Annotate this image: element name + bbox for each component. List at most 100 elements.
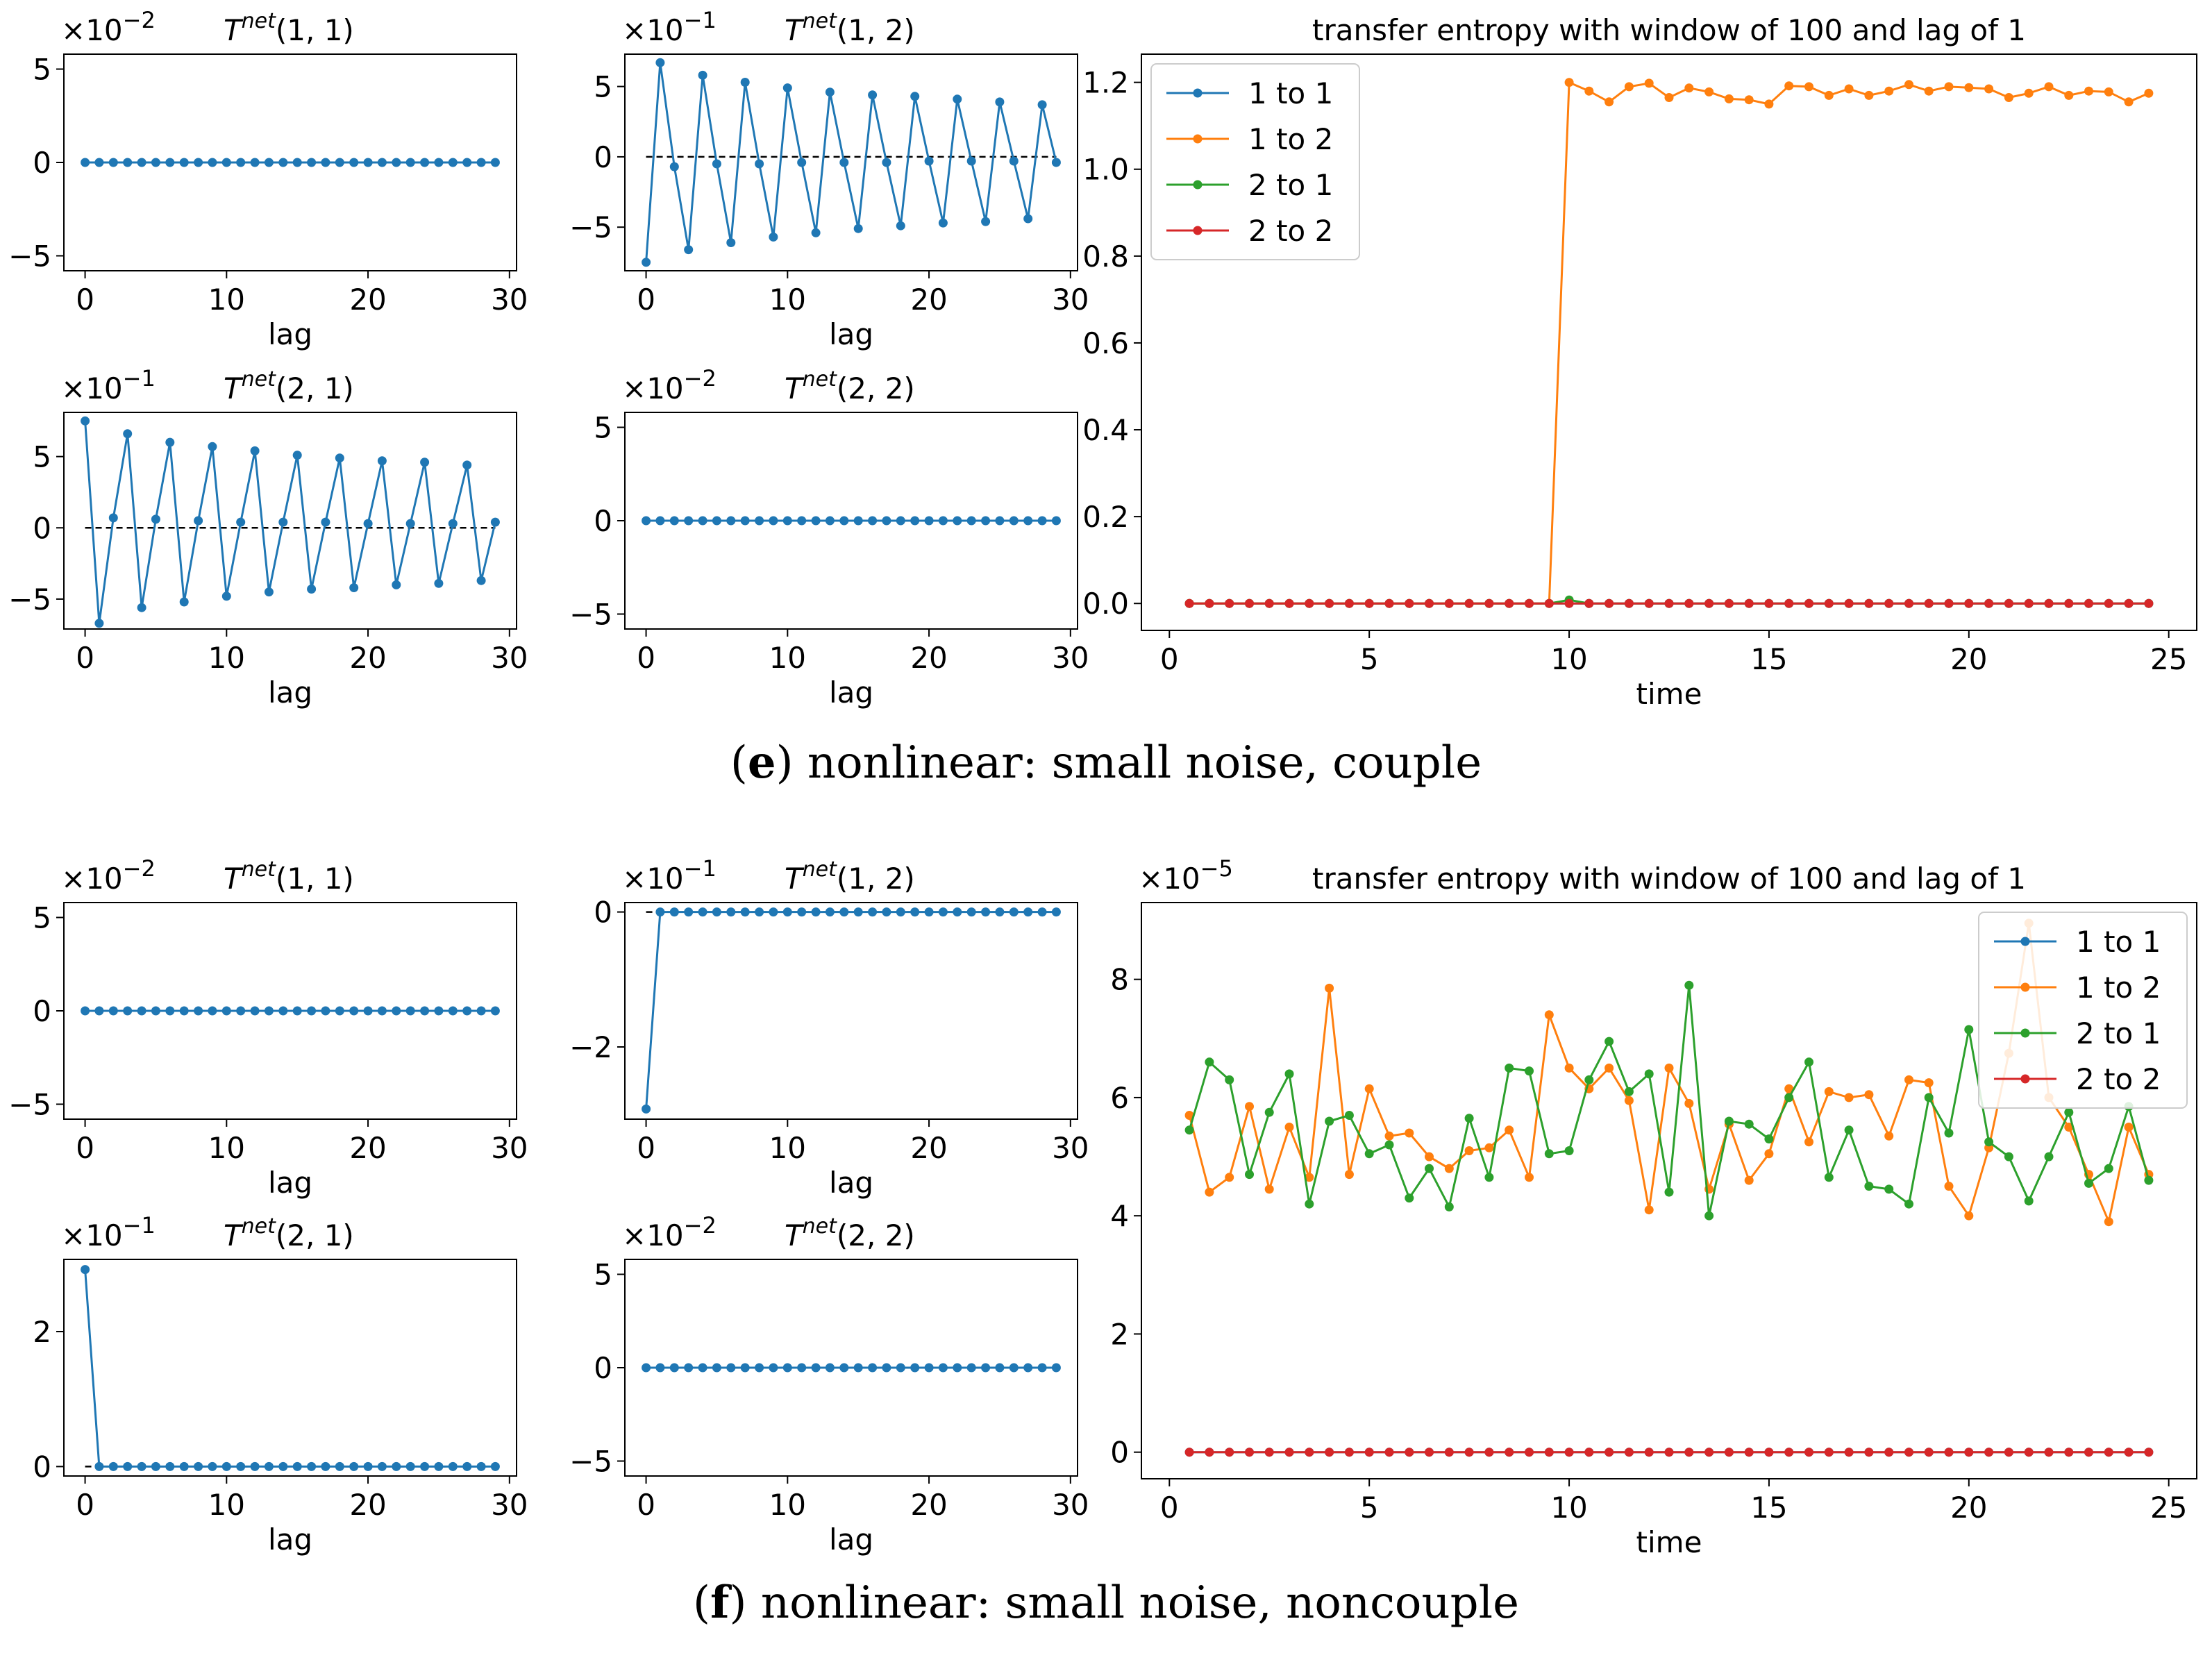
chart-f-te: 0 5 10 15 20 25 0 2 4 6 8 time ×10−5 transfer entropy…: [1110, 855, 2197, 1559]
data-point: [655, 58, 665, 67]
caption-open-paren: (: [693, 1577, 710, 1629]
data-point: [924, 156, 934, 166]
data-point: [1824, 1448, 1834, 1457]
data-point: [938, 218, 948, 228]
series-t-1-2-: [642, 58, 1061, 267]
x-tick-label: 10: [208, 1131, 245, 1165]
data-point: [1764, 99, 1774, 109]
data-point: [434, 578, 444, 588]
x-tick-label: 0: [637, 1488, 655, 1522]
data-point: [1864, 1182, 1874, 1191]
y-tick-label: 0.2: [1082, 500, 1129, 534]
data-point: [448, 1006, 458, 1016]
data-point: [2144, 1175, 2154, 1185]
data-point: [1684, 1448, 1694, 1457]
data-point: [1884, 86, 1894, 96]
data-point: [797, 158, 807, 167]
data-point: [94, 158, 104, 167]
data-point: [740, 1363, 750, 1373]
series-t-1-1-: [81, 1006, 500, 1016]
data-point: [839, 907, 849, 917]
data-point: [448, 519, 458, 528]
data-point: [250, 1461, 260, 1471]
axis-multiplier: ×10−2: [61, 855, 156, 896]
x-axis-label: lag: [829, 676, 873, 710]
data-point: [1284, 598, 1294, 608]
data-point: [278, 1461, 288, 1471]
title-symbol: T: [224, 371, 244, 405]
data-point: [1584, 598, 1594, 608]
multiplier-base: ×10: [622, 1218, 684, 1252]
data-point: [335, 453, 344, 463]
y-tick-label: 0: [33, 146, 51, 180]
data-point: [94, 1461, 104, 1471]
data-point: [1051, 516, 1061, 526]
multiplier-base: ×10: [622, 371, 684, 405]
multiplier-exponent: −2: [684, 365, 717, 392]
data-point: [1051, 1363, 1061, 1373]
data-point: [2044, 82, 2054, 92]
data-point: [1664, 1448, 1674, 1457]
series-line: [645, 911, 1057, 1109]
data-point: [1425, 598, 1434, 608]
data-point: [377, 1006, 387, 1016]
data-point: [1425, 1152, 1434, 1161]
data-point: [698, 516, 707, 526]
data-point: [1484, 598, 1494, 608]
data-point: [1964, 1211, 1974, 1221]
data-point: [1864, 1448, 1874, 1457]
data-point: [1844, 598, 1854, 608]
data-point: [1305, 1199, 1314, 1209]
multiplier-base: ×10: [61, 1218, 123, 1252]
x-tick-label: 30: [1052, 1488, 1089, 1522]
data-point: [1704, 87, 1714, 97]
legend-label: 1 to 2: [1248, 122, 1333, 156]
x-tick-label: 10: [1550, 642, 1587, 676]
data-point: [896, 221, 905, 230]
data-point: [377, 158, 387, 167]
data-point: [377, 1461, 387, 1471]
chart-title: Tnet(1, 1): [224, 857, 354, 896]
data-point: [1023, 907, 1033, 917]
data-point: [1844, 1125, 1854, 1135]
data-point: [769, 907, 778, 917]
series-t-2-1-: [81, 416, 500, 628]
data-point: [1644, 1448, 1654, 1457]
data-point: [2044, 1152, 2054, 1161]
title-symbol: T: [785, 13, 805, 47]
data-point: [1844, 1448, 1854, 1457]
data-point: [1464, 1146, 1474, 1155]
chart-e-11: 0 10 20 30 −5 0 5 lag ×10−2 Tnet(1, 1): [8, 7, 528, 351]
figure-caption: (e) nonlinear: small noise, couple: [730, 737, 1482, 789]
data-point: [1964, 1448, 1974, 1457]
legend-label: 1 to 2: [2076, 971, 2161, 1005]
x-tick-label: 20: [910, 1488, 947, 1522]
data-point: [1704, 1448, 1714, 1457]
series-2-to-2: [1184, 1448, 2154, 1457]
legend-box: [1978, 912, 2188, 1109]
data-point: [137, 1461, 146, 1471]
data-point: [797, 907, 807, 917]
data-point: [349, 1006, 359, 1016]
data-point: [1744, 95, 1754, 105]
x-tick-label: 10: [208, 283, 245, 317]
data-point: [1264, 1448, 1274, 1457]
data-point: [2124, 97, 2134, 107]
y-tick-label: 5: [594, 411, 612, 445]
data-point: [349, 158, 359, 167]
data-point: [434, 1006, 444, 1016]
legend: 1 to 1 1 to 2 2 to 1 2 to 2: [1150, 63, 1360, 260]
data-point: [839, 1363, 849, 1373]
data-point: [1904, 80, 1913, 90]
y-tick-label: 0: [594, 1351, 612, 1385]
data-point: [1884, 1184, 1894, 1194]
data-point: [1405, 1193, 1414, 1203]
data-point: [194, 1461, 203, 1471]
data-point: [1564, 598, 1574, 608]
data-point: [1624, 1448, 1634, 1457]
data-point: [321, 517, 330, 527]
data-point: [123, 158, 133, 167]
x-tick-label: 0: [637, 641, 655, 675]
plot-frame: [63, 412, 517, 630]
data-point: [1009, 156, 1019, 166]
